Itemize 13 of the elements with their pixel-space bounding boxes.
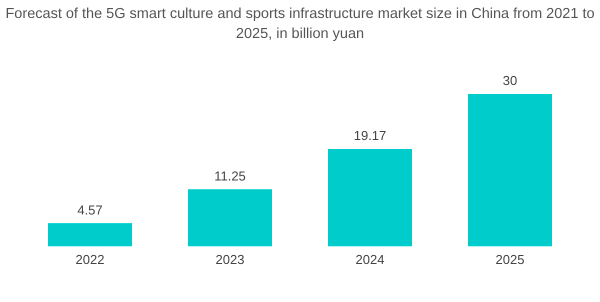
data-label: 11.25	[214, 168, 246, 184]
bar	[48, 223, 132, 246]
x-tick-label: 2022	[76, 252, 104, 267]
data-label: 4.57	[77, 202, 103, 218]
x-tick-label: 2024	[356, 252, 384, 267]
data-label: 30	[502, 73, 518, 88]
x-tick-label: 2023	[216, 252, 244, 267]
data-label: 19.17	[354, 128, 386, 144]
chart-title: Forecast of the 5G smart culture and sports infrastructure market size in China from 2021 to 2025, in billion yuan	[5, 5, 595, 44]
bar	[468, 94, 552, 246]
bar	[328, 149, 412, 246]
x-tick-label: 2025	[496, 252, 524, 267]
bar	[188, 189, 272, 246]
